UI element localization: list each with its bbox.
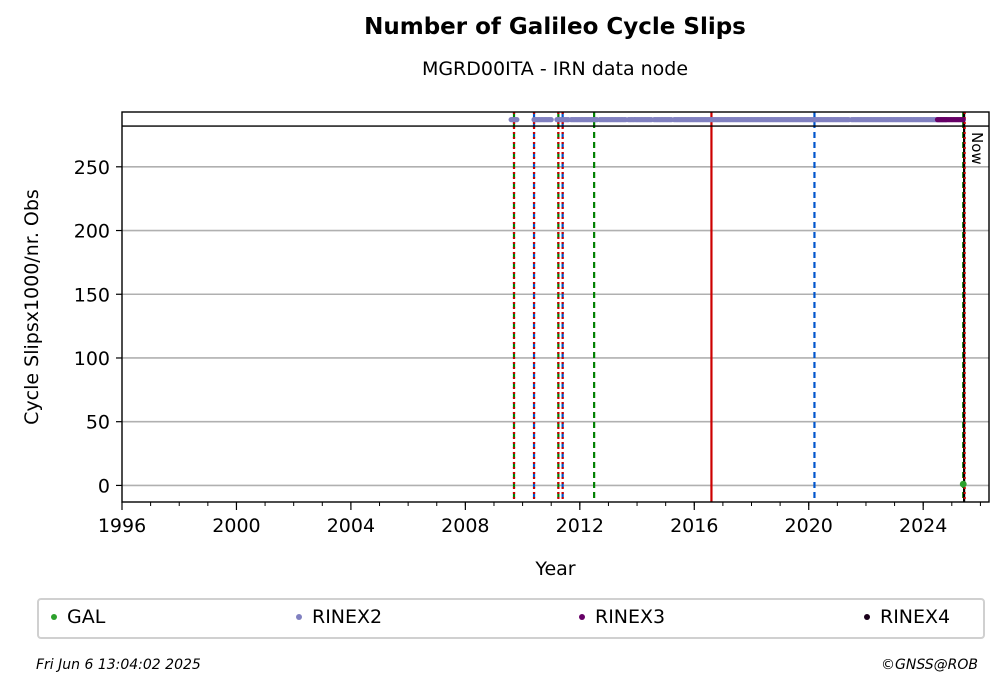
x-axis-label: Year: [534, 558, 575, 580]
x-tick-label: 2012: [556, 515, 604, 537]
y-tick-label: 0: [98, 475, 110, 497]
x-tick-label: 2004: [327, 515, 375, 537]
x-tick-label: 2024: [899, 515, 947, 537]
now-label: Now: [968, 132, 986, 165]
footer-timestamp: Fri Jun 6 13:04:02 2025: [36, 657, 201, 673]
chart-plot: Now 0 50 100 150 200 250 1996 2000 2004 2008 2012 20…: [21, 111, 990, 580]
legend-marker: [864, 614, 870, 620]
y-tick-label: 250: [74, 157, 110, 179]
legend-item-rinex4: RINEX4: [864, 606, 950, 628]
legend-marker: [51, 614, 57, 620]
legend-marker: [296, 614, 302, 620]
legend-label: RINEX3: [595, 606, 666, 628]
legend-item-gal: GAL: [51, 606, 105, 628]
band-point-rinex2: [514, 117, 520, 123]
x-tick-label: 2000: [212, 515, 260, 537]
x-tick-label: 2008: [441, 515, 489, 537]
x-tick-label: 1996: [98, 515, 146, 537]
legend-label: GAL: [67, 606, 106, 628]
legend-label: RINEX2: [312, 606, 383, 628]
x-tick-label: 2016: [670, 515, 718, 537]
legend-label: RINEX4: [880, 606, 951, 628]
y-tick-label: 200: [74, 221, 110, 243]
legend-item-rinex2: RINEX2: [296, 606, 382, 628]
y-axis-label: Cycle Slipsx1000/nr. Obs: [21, 189, 43, 425]
legend-marker: [579, 614, 585, 620]
y-tick-label: 150: [74, 284, 110, 306]
band-point-rinex3: [960, 117, 966, 123]
chart-legend: GAL RINEX2 RINEX3 RINEX4: [37, 598, 985, 639]
y-tick-label: 50: [86, 412, 110, 434]
data-point-gal: [959, 480, 967, 488]
chart-title: Number of Galileo Cycle Slips: [364, 14, 746, 40]
y-tick-label: 100: [74, 348, 110, 370]
chart-subtitle: MGRD00ITA - IRN data node: [421, 58, 689, 80]
legend-item-rinex3: RINEX3: [579, 606, 665, 628]
x-tick-label: 2020: [785, 515, 833, 537]
plot-frame: [121, 111, 990, 503]
band-point-rinex2: [548, 117, 554, 123]
footer-credit: ©GNSS@ROB: [881, 657, 978, 673]
